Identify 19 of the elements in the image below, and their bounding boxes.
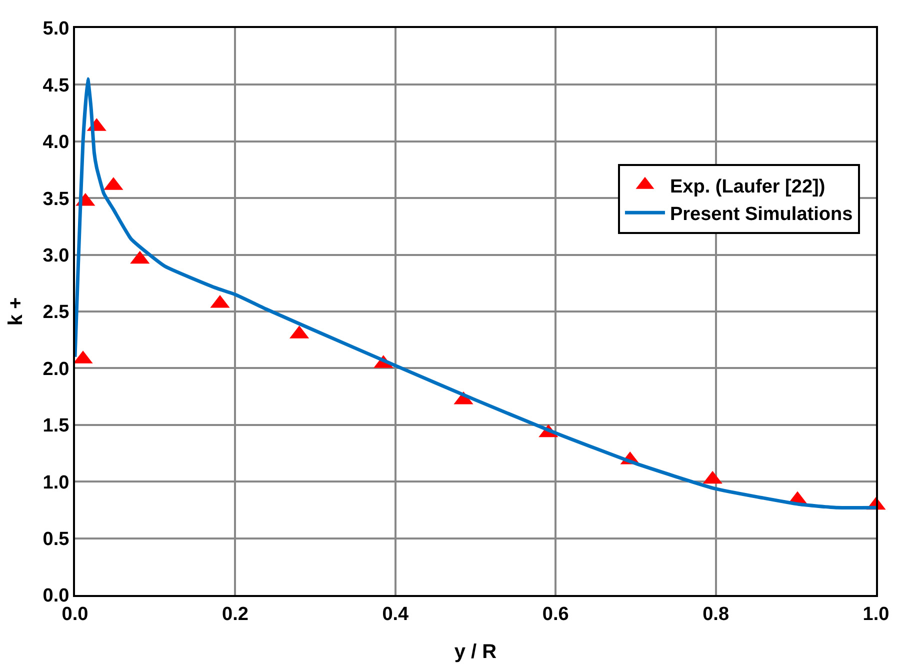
x-tick-label: 1.0 [862,604,890,625]
y-tick-label: 1.5 [42,416,70,437]
y-axis-title: k + [4,297,27,326]
y-tick-label: 4.5 [42,75,70,96]
legend-label: Exp. (Laufer [22]) [670,176,826,198]
x-tick-label: 0.2 [222,604,248,625]
y-tick-label: 5.0 [42,18,70,40]
y-tick-label: 3.0 [42,245,70,266]
x-tick-label: 0.8 [702,604,730,625]
y-tick-label: 1.0 [42,472,70,494]
legend-label: Present Simulations [670,204,853,226]
x-tick-label: 0.6 [542,604,569,625]
y-tick-label: 0.5 [42,528,70,550]
x-axis-title: y / R [454,640,498,663]
x-tick-label: 0.4 [382,604,410,625]
y-tick-label: 2.0 [42,358,70,380]
y-tick-label: 3.5 [42,188,70,210]
y-tick-label: 4.0 [42,132,70,154]
y-tick-label: 2.5 [42,302,70,324]
